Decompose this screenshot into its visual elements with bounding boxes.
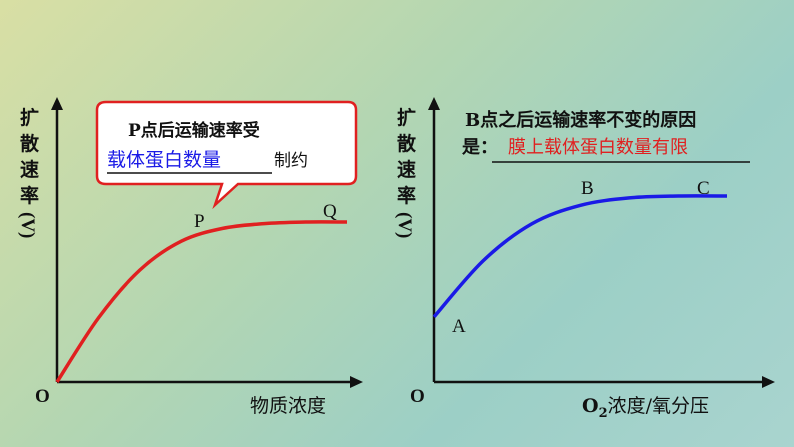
left-origin-label: O [35, 386, 50, 407]
right-ylabel-char-2: 速 [397, 158, 416, 181]
left-ylabel-char-2: 速 [20, 158, 39, 181]
right-ylabel-char-3: 率 [397, 184, 416, 207]
right-point-a-label: A [452, 316, 466, 337]
left-y-arrow [51, 97, 63, 110]
left-chart: 扩 散 速 率 (V) O 物质浓度 P Q P点后运输速率受 载体蛋白数量 制… [17, 97, 363, 417]
right-xlabel-sub: 2 [599, 406, 608, 421]
right-origin-label: O [410, 386, 425, 407]
left-ylabel-char-3: 率 [20, 184, 39, 207]
left-series-line [55, 220, 348, 383]
right-chart: 扩 散 速 率 (V) O O2浓度/氧分压 A B C B点之后运输速率不变的… [394, 97, 775, 421]
right-x-arrow [762, 376, 775, 388]
right-note-prefix: 是： [461, 137, 498, 158]
right-point-c-label: C [697, 178, 710, 199]
right-note-answer: 膜上载体蛋白数量有限 [508, 137, 688, 158]
left-x-arrow [350, 376, 363, 388]
right-y-arrow [428, 97, 440, 110]
left-ylabel-char-1: 散 [20, 132, 39, 155]
left-ylabel-unit: (V) [17, 212, 38, 238]
right-xlabel-o: O [582, 395, 599, 417]
right-xlabel-rest: 浓度/氧分压 [608, 395, 709, 417]
left-callout-suffix: 制约 [274, 151, 308, 171]
left-callout-line1: P点后运输速率受 [128, 120, 260, 141]
left-callout-bubble [95, 100, 358, 210]
left-xlabel: 物质浓度 [250, 395, 326, 417]
right-note-line1: B点之后运输速率不变的原因 [465, 109, 696, 131]
right-xlabel: O2浓度/氧分压 [582, 395, 709, 421]
left-point-p-label: P [194, 211, 205, 232]
right-ylabel-unit: (V) [394, 212, 415, 238]
left-ylabel-char-0: 扩 [20, 107, 39, 129]
left-point-q-label: Q [323, 201, 337, 222]
right-ylabel-char-1: 散 [397, 132, 416, 155]
left-callout-blank-answer: 载体蛋白数量 [107, 149, 221, 171]
right-series-line [432, 194, 728, 319]
right-point-b-label: B [581, 178, 594, 199]
right-ylabel-char-0: 扩 [397, 107, 416, 129]
